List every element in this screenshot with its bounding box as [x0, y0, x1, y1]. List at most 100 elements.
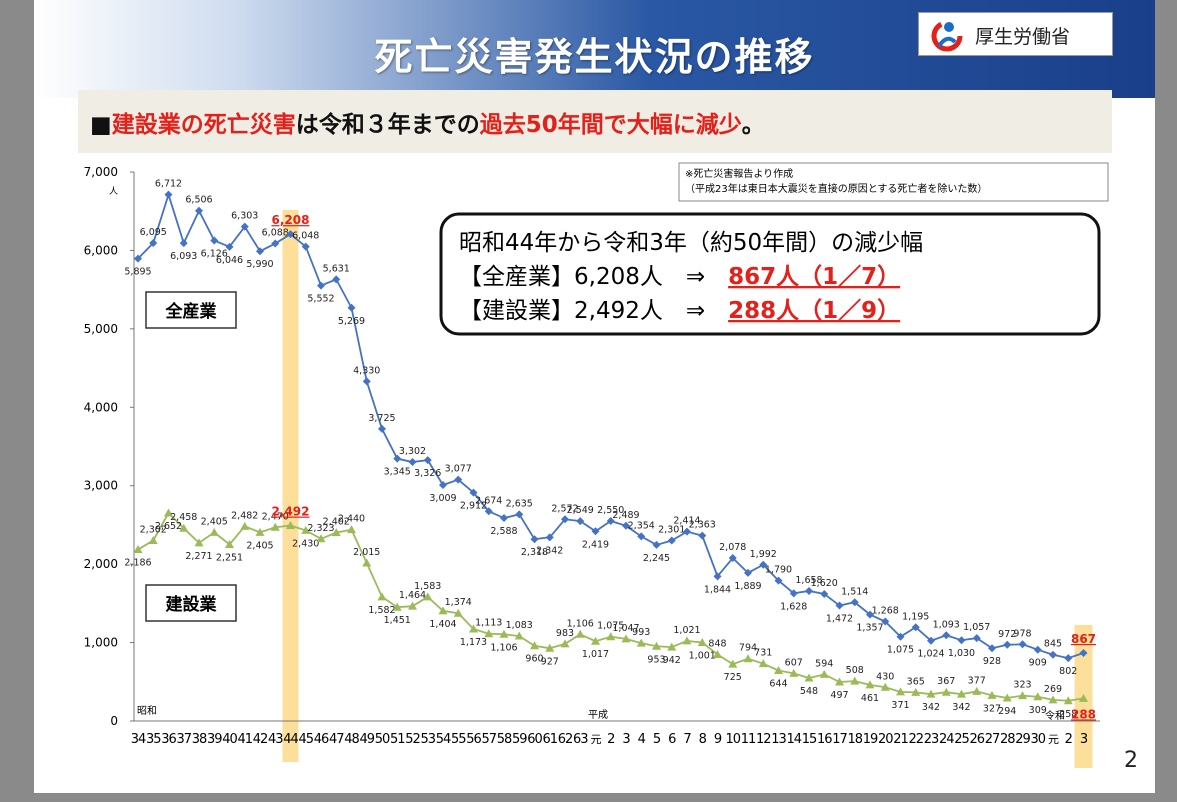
all-industries-data-label: 1,658 — [795, 575, 822, 586]
x-tick-label: 17 — [832, 732, 847, 747]
all-industries-data-label: 2,635 — [506, 498, 533, 509]
construction-point — [850, 676, 860, 685]
x-tick-label: 3 — [1080, 732, 1088, 747]
construction-data-label: 288 — [1071, 707, 1096, 721]
construction-data-label: 294 — [998, 706, 1016, 717]
subtitle-bar: ■建設業の死亡災害は令和３年までの過去50年間で大幅に減少。 — [78, 90, 1112, 153]
all-industries-point — [347, 303, 356, 312]
all-industries-data-label: 2,318 — [521, 547, 548, 558]
all-industries-point — [835, 601, 844, 610]
construction-data-label: 794 — [739, 643, 757, 654]
construction-line — [137, 511, 1084, 702]
all-industries-data-label: 2,489 — [612, 510, 639, 521]
construction-point — [682, 636, 692, 645]
all-industries-point — [1049, 650, 1057, 659]
x-tick-label: 36 — [161, 732, 176, 747]
construction-point — [819, 669, 829, 678]
x-tick-label: 57 — [481, 732, 496, 747]
x-tick-label: 2 — [1065, 732, 1072, 747]
x-tick-label: 26 — [969, 732, 984, 747]
legend-all-industries-label: 全産業 — [165, 301, 217, 322]
construction-data-label: 548 — [800, 686, 818, 697]
all-industries-point — [759, 560, 768, 569]
all-industries-point — [774, 576, 783, 585]
construction-data-label: 309 — [1029, 705, 1047, 716]
all-industries-point — [1003, 640, 1012, 649]
all-industries-data-label: 5,552 — [307, 294, 334, 305]
construction-data-label: 983 — [556, 628, 574, 639]
x-tick-label: 22 — [908, 732, 923, 747]
construction-point — [209, 527, 219, 536]
all-industries-data-label: 1,024 — [917, 649, 944, 660]
construction-point — [408, 601, 417, 610]
subtitle-part3: 過去50年間で大幅に減少 — [479, 112, 742, 138]
all-industries-point — [652, 540, 661, 549]
construction-point — [560, 639, 570, 648]
page-number: 2 — [1124, 748, 1138, 773]
construction-point — [392, 602, 402, 611]
all-industries-data-label: 1,075 — [887, 645, 914, 656]
construction-data-label: 1,106 — [490, 642, 517, 653]
all-industries-data-label: 3,326 — [414, 468, 441, 479]
construction-data-label: 607 — [785, 657, 803, 668]
all-industries-data-label: 972 — [998, 629, 1016, 640]
all-industries-point — [378, 424, 386, 433]
construction-point — [164, 508, 173, 517]
construction-point — [987, 690, 997, 699]
callout-line3: 【建設業】2,492人 ⇒ 288人（1／9） — [459, 297, 900, 324]
all-industries-point — [256, 247, 264, 256]
all-industries-data-label: 5,269 — [338, 316, 365, 327]
construction-data-label: 365 — [907, 676, 925, 687]
x-tick-label: 40 — [222, 732, 237, 747]
construction-point — [636, 638, 646, 647]
construction-data-label: 1,113 — [475, 618, 502, 629]
all-industries-data-label: 6,712 — [155, 179, 182, 190]
x-tick-label: 53 — [420, 732, 435, 747]
all-industries-point — [225, 242, 234, 251]
all-industries-data-label: 3,302 — [399, 446, 426, 457]
construction-data-label: 2,271 — [185, 551, 212, 562]
all-industries-data-label: 909 — [1029, 658, 1047, 669]
x-tick-label: 27 — [985, 732, 1000, 747]
all-industries-point — [942, 631, 951, 640]
all-industries-data-label: 4,330 — [353, 365, 380, 376]
construction-point — [835, 677, 844, 686]
chart: 0 1,000 2,000 3,000 4,000 5,000 6,000 7,000 人 昭… — [84, 162, 1109, 768]
construction-data-label: 1,106 — [567, 618, 594, 629]
construction-point — [621, 634, 631, 643]
all-industries-point — [713, 572, 722, 581]
x-tick-label: 48 — [344, 732, 359, 747]
all-industries-point — [454, 475, 463, 484]
construction-data-label: 644 — [769, 678, 787, 689]
construction-data-label: 1,021 — [673, 625, 700, 636]
construction-point — [667, 642, 677, 651]
all-industries-point — [972, 634, 981, 643]
all-industries-data-label: 2,912 — [460, 501, 487, 512]
callout-line1: 昭和44年から令和3年（約50年間）の減少幅 — [459, 230, 923, 256]
all-industries-point — [286, 230, 295, 239]
all-industries-point — [393, 454, 402, 463]
construction-point — [911, 687, 921, 696]
x-tick-label: 8 — [699, 732, 707, 747]
x-tick-label: 41 — [237, 732, 252, 747]
x-tick-label: 14 — [786, 732, 801, 747]
construction-data-label: 377 — [968, 675, 986, 686]
construction-point — [362, 558, 372, 567]
x-tick-label: 13 — [771, 732, 786, 747]
all-industries-point — [881, 617, 890, 626]
construction-data-label: 269 — [1044, 684, 1062, 695]
all-industries-data-label: 1,628 — [780, 601, 807, 612]
all-industries-data-label: 1,620 — [811, 578, 838, 589]
construction-point — [347, 525, 356, 534]
all-industries-point — [164, 190, 173, 199]
construction-data-label: 342 — [952, 702, 970, 713]
header-band: 死亡災害発生状況の推移 厚生労働省 — [34, 0, 1155, 98]
all-industries-point — [988, 644, 996, 653]
x-tick-label: 21 — [893, 732, 908, 747]
construction-data-label: 953 — [647, 654, 665, 665]
construction-point — [148, 535, 158, 544]
construction-data-label: 1,464 — [399, 590, 426, 601]
all-industries-point — [957, 636, 966, 645]
y-tick-label: 0 — [110, 714, 118, 728]
construction-data-label: 2,492 — [272, 505, 310, 519]
